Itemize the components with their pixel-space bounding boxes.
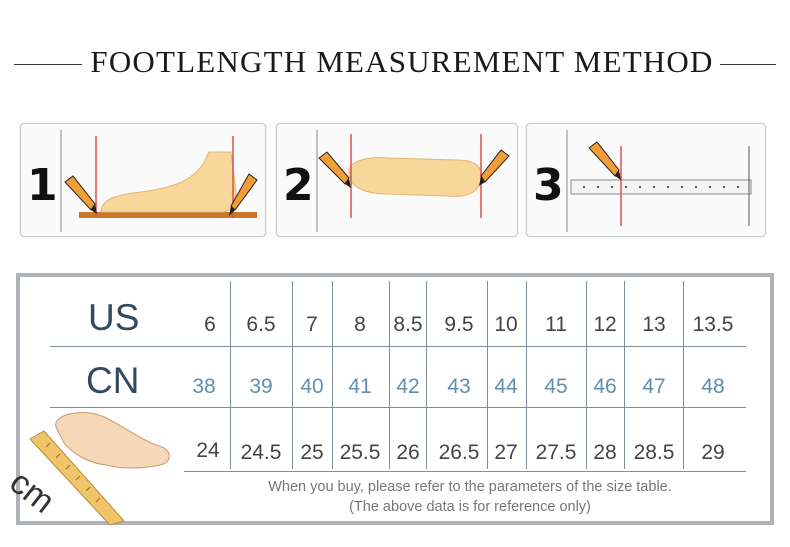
- column-divider: [624, 281, 625, 469]
- us-size-cell: 11: [545, 313, 567, 336]
- column-divider: [292, 281, 293, 469]
- pencil-icon: [588, 141, 621, 180]
- cn-size-cell: 42: [396, 375, 420, 398]
- us-size-cell: 6: [204, 313, 216, 336]
- note-line-2: (The above data is for reference only): [349, 499, 591, 515]
- pencil-icon: [229, 173, 258, 216]
- cn-label: CN: [86, 360, 140, 401]
- cn-size-cell: 38: [192, 375, 216, 398]
- column-divider: [487, 281, 488, 469]
- cm-size-cell: 26.5: [438, 441, 480, 464]
- us-size-cell: 6.5: [246, 313, 276, 336]
- row-divider: [50, 407, 746, 408]
- us-label: US: [88, 297, 140, 338]
- cm-size-cell: 25.5: [339, 441, 381, 464]
- cn-size-cell: 39: [249, 375, 273, 398]
- us-size-cell: 9.5: [444, 313, 474, 336]
- note-line-1: When you buy, please refer to the parame…: [268, 479, 672, 495]
- title-rule-left: [14, 64, 82, 65]
- foot-ruler-illustration: [29, 411, 170, 525]
- step-number: 3: [533, 160, 564, 211]
- cn-size-cell: 40: [300, 375, 324, 398]
- cn-size-cell: 48: [701, 375, 725, 398]
- us-size-cell: 10: [494, 313, 518, 336]
- step-3-illustration: [566, 130, 752, 232]
- cm-size-cell: 27: [494, 441, 518, 464]
- row-divider: [184, 471, 746, 472]
- us-size-cell: 13.5: [692, 313, 734, 336]
- column-divider: [332, 281, 333, 469]
- column-divider: [683, 281, 684, 469]
- title-bar: FOOTLENGTH MEASUREMENT METHOD: [0, 40, 790, 90]
- us-size-cell: 12: [593, 313, 617, 336]
- cn-size-cell: 46: [593, 375, 617, 398]
- column-divider: [389, 281, 390, 469]
- size-table: US CN cm 6 6.5 7 8 8.5 9.5 10 11 12 13 1…: [3, 273, 774, 525]
- cm-size-cell: 24.5: [240, 441, 282, 464]
- column-divider: [526, 281, 527, 469]
- pencil-icon: [479, 149, 510, 186]
- step-2-illustration: [316, 130, 510, 232]
- page-title: FOOTLENGTH MEASUREMENT METHOD: [90, 44, 714, 79]
- title-rule-right: [720, 64, 776, 65]
- us-size-cell: 8: [354, 313, 366, 336]
- column-divider: [426, 281, 427, 469]
- cm-size-cell: 26: [396, 441, 420, 464]
- cm-size-cell: 25: [300, 441, 324, 464]
- pencil-icon: [64, 175, 97, 214]
- pencil-icon: [318, 151, 351, 188]
- cm-size-cell: 28.5: [633, 441, 675, 464]
- column-divider: [586, 281, 587, 469]
- cm-size-cell: 29: [701, 441, 725, 464]
- cn-size-cell: 43: [447, 375, 471, 398]
- column-divider: [230, 281, 231, 469]
- step-number: 1: [27, 160, 58, 211]
- us-size-cell: 13: [642, 313, 666, 336]
- step-3-panel: 3: [526, 123, 766, 237]
- cn-size-cell: 41: [348, 375, 372, 398]
- us-size-cell: 8.5: [393, 313, 423, 336]
- cm-size-cell: 24: [196, 439, 220, 462]
- step-1-illustration: [60, 130, 258, 232]
- cm-size-cell: 27.5: [535, 441, 577, 464]
- cm-size-cell: 28: [593, 441, 617, 464]
- step-1-panel: 1: [20, 123, 266, 237]
- cn-size-cell: 45: [544, 375, 568, 398]
- cn-size-cell: 44: [494, 375, 518, 398]
- step-2-panel: 2: [276, 123, 518, 237]
- row-divider: [50, 346, 746, 347]
- step-number: 2: [283, 160, 314, 211]
- cn-size-cell: 47: [642, 375, 666, 398]
- us-size-cell: 7: [306, 313, 318, 336]
